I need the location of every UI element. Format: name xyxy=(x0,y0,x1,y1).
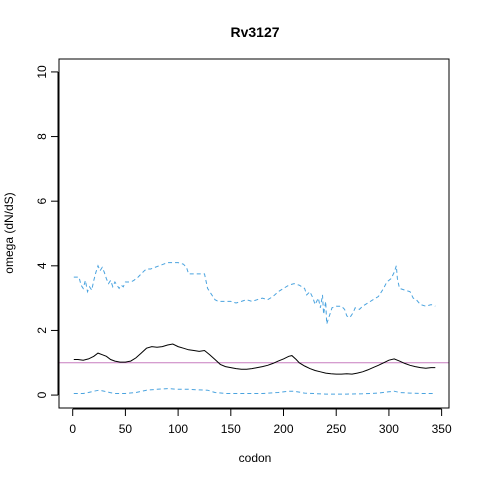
x-tick-label: 200 xyxy=(273,422,293,436)
plot-frame xyxy=(58,58,450,409)
y-tick-label: 6 xyxy=(35,198,49,205)
x-tick-label: 300 xyxy=(379,422,399,436)
plot-area xyxy=(59,262,449,395)
y-tick-label: 2 xyxy=(35,327,49,334)
y-tick-label: 0 xyxy=(35,391,49,398)
y-tick-label: 10 xyxy=(35,65,49,79)
x-tick-label: 100 xyxy=(168,422,188,436)
x-tick-label: 0 xyxy=(69,422,76,436)
x-tick-label: 150 xyxy=(221,422,241,436)
y-tick-label: 8 xyxy=(35,133,49,140)
chart-title: Rv3127 xyxy=(230,24,279,40)
y-axis-label: omega (dN/dS) xyxy=(2,192,16,273)
y-tick-label: 4 xyxy=(35,262,49,269)
series-line-estimate xyxy=(73,343,436,375)
x-tick-label: 50 xyxy=(119,422,133,436)
series-line-lower xyxy=(73,388,436,395)
x-tick-label: 350 xyxy=(432,422,452,436)
series-line-upper xyxy=(73,262,436,325)
x-axis-label: codon xyxy=(239,451,272,465)
x-tick-label: 250 xyxy=(326,422,346,436)
